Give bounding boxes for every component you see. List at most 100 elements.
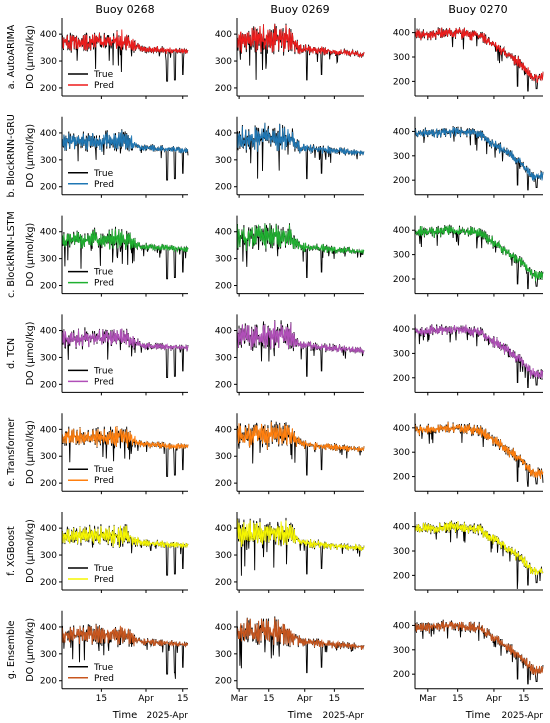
y-tick-label-r2-c1-2: 400 xyxy=(215,228,232,238)
y-tick-label-r3-c2-1: 300 xyxy=(393,349,410,359)
row-label-4: e. Transformer xyxy=(6,418,17,487)
x-axis-title-col-1: Time xyxy=(287,710,312,721)
y-tick-label-r1-c1-0: 200 xyxy=(215,183,232,193)
y-tick-label-r6-c0-0: 200 xyxy=(40,677,57,687)
pred-series-r6-c0 xyxy=(61,624,189,648)
y-tick-label-r5-c2-0: 200 xyxy=(393,571,410,581)
row-label-3: d. TCN xyxy=(6,338,17,369)
x-tick-label-c2-3: 15 xyxy=(518,694,529,704)
y-tick-label-r4-c0-1: 300 xyxy=(40,452,57,462)
y-tick-label-r3-c1-0: 200 xyxy=(215,380,232,390)
legend-pred-label-r5: Pred xyxy=(94,575,114,585)
y-tick-label-r0-c2-2: 400 xyxy=(393,29,410,39)
y-tick-label-r1-c2-2: 400 xyxy=(393,127,410,137)
legend-pred-label-r1: Pred xyxy=(94,180,114,190)
y-tick-label-r3-c1-2: 400 xyxy=(215,327,232,337)
legend-true-label-r6: True xyxy=(93,663,114,673)
pred-series-r1-c0 xyxy=(61,130,189,154)
y-tick-label-r5-c1-1: 300 xyxy=(215,551,232,561)
y-tick-label-r4-c2-0: 200 xyxy=(393,473,410,483)
legend-pred-label-r2: Pred xyxy=(94,279,114,289)
pred-series-r3-c1 xyxy=(236,320,365,354)
x-tick-label-c0-2: 15 xyxy=(177,694,188,704)
legend-pred-label-r0: Pred xyxy=(94,81,114,91)
y-tick-label-r4-c1-0: 200 xyxy=(215,479,232,489)
y-tick-label-r3-c0-2: 400 xyxy=(40,327,57,337)
y-tick-label-r5-c0-0: 200 xyxy=(40,578,57,588)
x-axis-title-col-2: Time xyxy=(465,710,490,721)
row-label-6: g. Ensemble xyxy=(6,620,17,679)
y-tick-label-r2-c1-1: 300 xyxy=(215,255,232,265)
pred-series-r5-c1 xyxy=(236,519,365,551)
y-axis-label-0: DO (μmol/kg) xyxy=(25,25,36,89)
x-offset-label-col-2: 2025-Apr xyxy=(501,711,543,721)
y-tick-label-r5-c2-1: 300 xyxy=(393,547,410,557)
legend-pred-label-r6: Pred xyxy=(94,674,114,684)
legend-true-label-r3: True xyxy=(93,366,114,376)
y-tick-label-r4-c2-1: 300 xyxy=(393,448,410,458)
legend-true-label-r1: True xyxy=(93,169,114,179)
y-tick-label-r2-c2-0: 200 xyxy=(393,275,410,285)
y-tick-label-r0-c2-1: 300 xyxy=(393,53,410,63)
x-tick-label-c0-0: 15 xyxy=(96,694,107,704)
y-tick-label-r6-c0-1: 300 xyxy=(40,650,57,660)
y-tick-label-r5-c1-2: 400 xyxy=(215,524,232,534)
row-label-5: f. XGBoost xyxy=(6,526,17,576)
y-tick-label-r6-c2-2: 400 xyxy=(393,621,410,631)
y-tick-label-r0-c1-1: 300 xyxy=(215,57,232,67)
legend-pred-label-r4: Pred xyxy=(94,476,114,486)
y-tick-label-r0-c1-0: 200 xyxy=(215,84,232,94)
pred-series-r3-c0 xyxy=(61,328,189,351)
y-tick-label-r3-c2-2: 400 xyxy=(393,325,410,335)
pred-series-r1-c2 xyxy=(414,126,544,181)
legend-pred-label-r3: Pred xyxy=(94,377,114,387)
y-tick-label-r6-c1-2: 400 xyxy=(215,623,232,633)
y-tick-label-r2-c1-0: 200 xyxy=(215,282,232,292)
y-tick-label-r5-c0-1: 300 xyxy=(40,551,57,561)
x-offset-label-col-1: 2025-Apr xyxy=(322,711,364,721)
column-title-1: Buoy 0269 xyxy=(270,3,329,16)
pred-series-r0-c1 xyxy=(236,23,365,59)
true-series-r3-c2 xyxy=(414,324,544,388)
y-tick-label-r3-c0-1: 300 xyxy=(40,353,57,363)
pred-series-r4-c2 xyxy=(414,422,544,479)
y-tick-label-r2-c0-0: 200 xyxy=(40,282,57,292)
y-tick-label-r2-c0-2: 400 xyxy=(40,228,57,238)
x-axis-title-col-0: Time xyxy=(112,710,137,721)
y-tick-label-r4-c1-2: 400 xyxy=(215,425,232,435)
y-axis-label-4: DO (μmol/kg) xyxy=(25,420,36,484)
y-tick-label-r6-c0-2: 400 xyxy=(40,623,57,633)
pred-series-r3-c2 xyxy=(414,324,544,379)
x-offset-label-col-0: 2025-Apr xyxy=(146,711,188,721)
y-tick-label-r2-c2-2: 400 xyxy=(393,226,410,236)
x-tick-label-c2-1: 15 xyxy=(452,694,463,704)
x-tick-label-c2-2: Apr xyxy=(486,694,502,704)
y-tick-label-r6-c2-0: 200 xyxy=(393,670,410,680)
x-tick-label-c0-1: Apr xyxy=(138,694,154,704)
column-title-0: Buoy 0268 xyxy=(95,3,154,16)
row-label-0: a. AutoARIMA xyxy=(6,24,17,89)
legend-true-label-r4: True xyxy=(93,465,114,475)
y-tick-label-r1-c2-0: 200 xyxy=(393,176,410,186)
legend-true-label-r2: True xyxy=(93,268,114,278)
y-tick-label-r6-c1-0: 200 xyxy=(215,677,232,687)
legend-true-label-r5: True xyxy=(93,564,114,574)
y-tick-label-r4-c0-0: 200 xyxy=(40,479,57,489)
y-axis-label-2: DO (μmol/kg) xyxy=(25,223,36,287)
y-tick-label-r1-c1-1: 300 xyxy=(215,156,232,166)
pred-series-r4-c1 xyxy=(236,421,365,452)
pred-series-r1-c1 xyxy=(236,122,365,156)
row-label-1: b. BlockRNN-GRU xyxy=(6,114,17,197)
pred-series-r5-c2 xyxy=(414,520,544,576)
pred-series-r5-c0 xyxy=(61,525,189,549)
y-tick-label-r4-c0-2: 400 xyxy=(40,425,57,435)
column-title-2: Buoy 0270 xyxy=(448,3,507,16)
y-axis-label-3: DO (μmol/kg) xyxy=(25,322,36,386)
y-axis-label-5: DO (μmol/kg) xyxy=(25,519,36,583)
pred-series-r6-c2 xyxy=(414,620,544,676)
y-axis-label-6: DO (μmol/kg) xyxy=(25,618,36,682)
y-tick-label-r4-c2-2: 400 xyxy=(393,424,410,434)
y-tick-label-r1-c1-2: 400 xyxy=(215,129,232,139)
legend-true-label-r0: True xyxy=(93,70,114,80)
